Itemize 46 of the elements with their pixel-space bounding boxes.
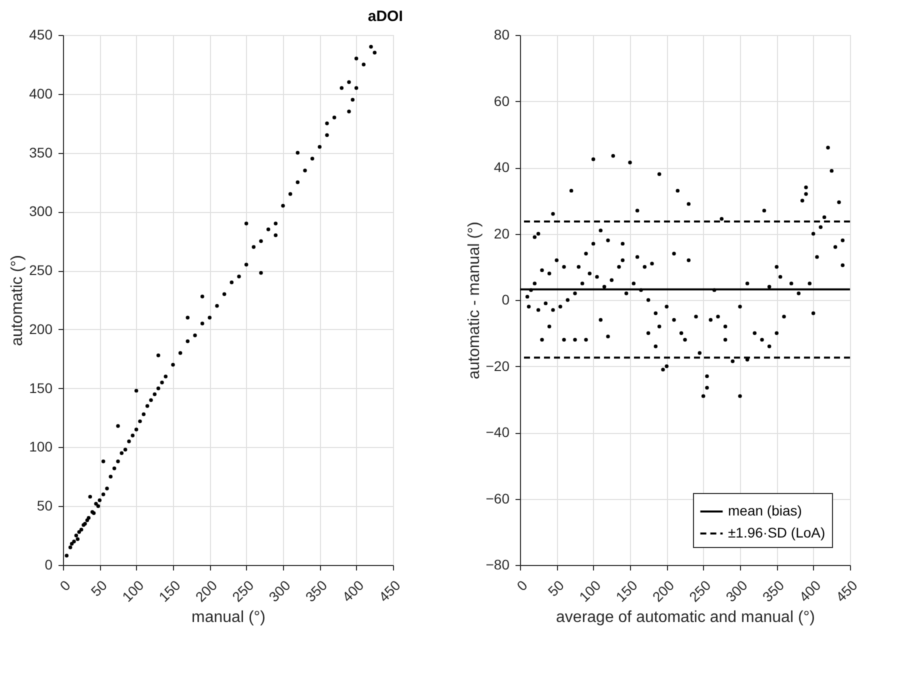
x-axis-title: manual (°) [192,608,266,626]
x-axis-title: average of automatic and manual (°) [556,608,815,626]
y-axis-title: automatic - manual (°) [466,222,483,380]
y-tick-label: 450 [29,26,53,42]
y-tick-label: −60 [486,490,510,506]
x-tick-label: 100 [576,576,604,605]
chart-title: aDOI [368,8,403,25]
x-tick-label: 350 [759,576,788,605]
x-tick-label: 150 [156,576,184,605]
y-tick-label: 20 [494,225,510,242]
y-tick-label: −40 [486,424,510,440]
y-tick-label: 80 [494,26,510,42]
x-tick-label: 300 [266,576,294,605]
y-tick-label: −80 [486,556,510,572]
x-tick-label: 400 [796,576,824,605]
y-tick-label: 50 [36,498,53,514]
x-tick-label: 100 [118,576,147,605]
y-tick-label: 250 [29,262,53,278]
x-tick-label: 50 [88,576,110,600]
y-tick-label: 350 [29,144,53,160]
y-tick-label: 300 [29,203,53,220]
y-tick-label: −20 [486,358,510,374]
y-tick-label: 200 [29,320,53,337]
x-tick-label: 250 [228,576,257,605]
x-tick-label: 200 [649,576,678,605]
x-tick-label: 0 [56,576,74,594]
y-tick-label: 0 [44,556,53,572]
x-tick-label: 50 [544,576,568,600]
legend-label: ±1.96·SD (LoA) [728,524,826,540]
y-tick-label: 100 [29,438,53,455]
x-tick-label: 250 [686,576,714,605]
y-tick-label: 60 [494,92,510,109]
x-tick-label: 200 [192,576,220,605]
y-axis-title: automatic (°) [9,255,26,346]
x-tick-label: 400 [338,576,367,605]
x-tick-label: 150 [612,576,641,605]
x-tick-label: 0 [514,576,531,594]
x-tick-label: 350 [302,576,330,605]
legend-label: mean (bias) [728,502,802,518]
x-tick-label: 450 [376,576,404,605]
x-tick-label: 450 [832,576,861,605]
y-tick-label: 400 [29,85,53,102]
y-tick-label: 40 [494,159,510,175]
y-tick-label: 0 [502,292,510,308]
y-tick-label: 150 [29,380,53,396]
x-tick-label: 300 [722,576,751,605]
